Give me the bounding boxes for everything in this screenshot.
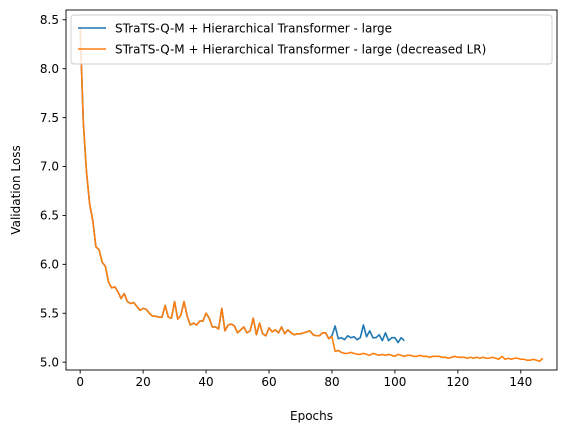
legend-label-series-1: STraTS-Q-M + Hierarchical Transformer - … <box>115 22 392 36</box>
y-tick-label: 8.5 <box>40 13 59 27</box>
y-tick-label: 6.0 <box>40 258 59 272</box>
tick-layer: 0 20 40 60 80 100 120 140 5.0 5.5 6.0 6.5 7.0 7.5 8.0 8… <box>40 13 532 389</box>
plot-area-frame <box>65 9 558 371</box>
x-tick-label: 60 <box>261 375 276 389</box>
legend-box <box>70 14 553 65</box>
legend: STraTS-Q-M + Hierarchical Transformer - … <box>70 14 553 65</box>
x-tick-label: 80 <box>324 375 339 389</box>
y-axis-label: Validation Loss <box>9 145 23 234</box>
x-tick-label: 100 <box>383 375 406 389</box>
y-tick-label: 5.5 <box>40 306 59 320</box>
y-tick-label: 6.5 <box>40 209 59 223</box>
x-tick-label: 0 <box>76 375 84 389</box>
y-tick-label: 7.5 <box>40 111 59 125</box>
series-line-2 <box>79 27 544 363</box>
x-tick-label: 40 <box>198 375 213 389</box>
y-tick-label: 8.0 <box>40 62 59 76</box>
x-axis-label: Epochs <box>290 409 333 423</box>
series-layer <box>79 27 544 363</box>
legend-label-series-2: STraTS-Q-M + Hierarchical Transformer - … <box>115 43 486 57</box>
x-tick-label: 120 <box>446 375 469 389</box>
x-tick-label: 140 <box>509 375 532 389</box>
x-tick-label: 20 <box>135 375 150 389</box>
y-tick-label: 5.0 <box>40 355 59 369</box>
y-tick-label: 7.0 <box>40 160 59 174</box>
